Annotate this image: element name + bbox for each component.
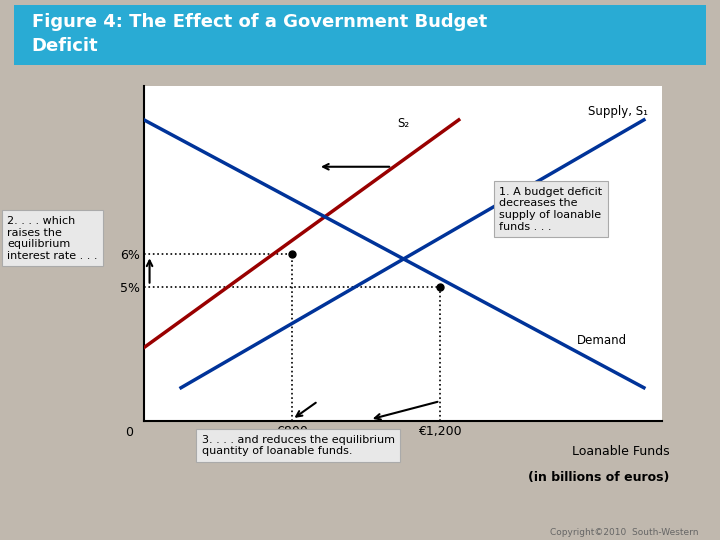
Text: 3. . . . and reduces the equilibrium
quantity of loanable funds.: 3. . . . and reduces the equilibrium qua… xyxy=(202,435,395,456)
Text: Figure 4: The Effect of a Government Budget
Deficit: Figure 4: The Effect of a Government Bud… xyxy=(32,13,487,55)
Text: Supply, S₁: Supply, S₁ xyxy=(588,105,647,118)
Text: 0: 0 xyxy=(125,426,133,439)
Text: Copyright©2010  South-Western: Copyright©2010 South-Western xyxy=(550,528,698,537)
Text: 1. A budget deficit
decreases the
supply of loanable
funds . . .: 1. A budget deficit decreases the supply… xyxy=(500,187,603,232)
Text: Demand: Demand xyxy=(577,334,627,347)
Text: 2. . . . which
raises the
equilibrium
interest rate . . .: 2. . . . which raises the equilibrium in… xyxy=(7,216,98,261)
Text: S₂: S₂ xyxy=(397,117,409,130)
FancyBboxPatch shape xyxy=(0,3,720,67)
Text: Loanable Funds: Loanable Funds xyxy=(572,444,670,457)
Text: (in billions of euros): (in billions of euros) xyxy=(528,471,670,484)
